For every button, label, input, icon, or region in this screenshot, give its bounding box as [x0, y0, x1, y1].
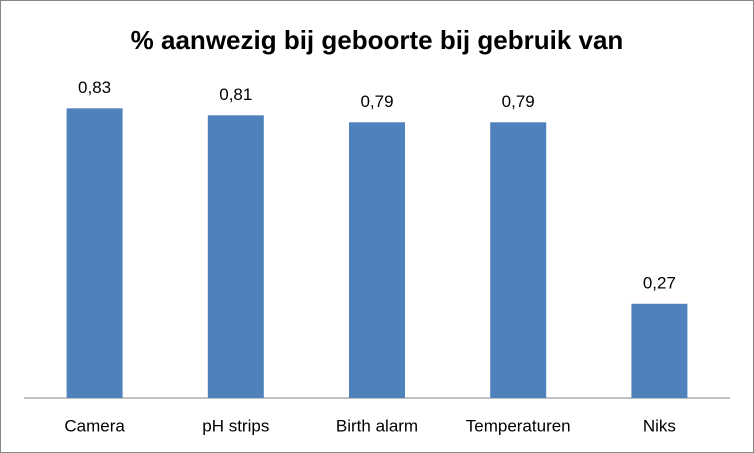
- value-label: 0,83: [78, 78, 111, 97]
- value-label: 0,81: [219, 85, 252, 104]
- bar: [631, 303, 688, 398]
- x-tick-label: Temperaturen: [466, 416, 571, 435]
- value-label: 0,79: [502, 92, 535, 111]
- bar: [349, 122, 405, 398]
- x-tick-label: pH strips: [202, 416, 269, 435]
- chart-title: % aanwezig bij geboorte bij gebruik van: [131, 25, 624, 55]
- value-label: 0,79: [360, 92, 393, 111]
- bar: [490, 122, 547, 398]
- bar: [207, 115, 264, 398]
- bar: [66, 108, 123, 398]
- value-label: 0,27: [643, 273, 676, 292]
- x-tick-label: Niks: [643, 416, 676, 435]
- x-tick-label: Birth alarm: [336, 416, 418, 435]
- x-tick-label: Camera: [64, 416, 125, 435]
